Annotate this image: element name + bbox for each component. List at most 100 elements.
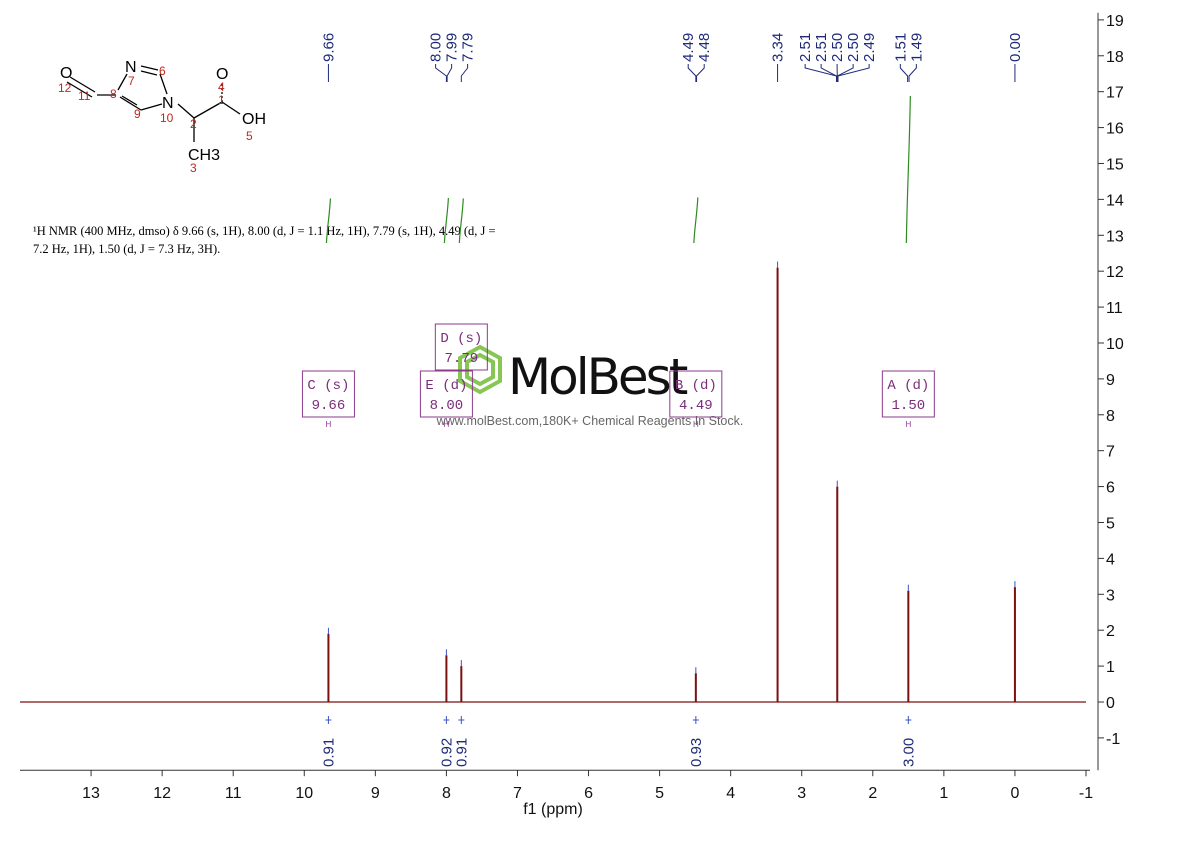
multiplet-marker: H (326, 420, 332, 429)
atom-number: 7 (128, 74, 135, 88)
y-tick-label: 2 (1106, 623, 1115, 640)
y-tick-label: 19 (1106, 13, 1124, 30)
peak-connector (460, 64, 469, 82)
atom-number: 8 (110, 87, 117, 101)
y-tick-label: 12 (1106, 264, 1124, 281)
multiplet-label: C (s) (307, 378, 349, 394)
atom-number: 6 (159, 64, 166, 78)
atom: CH3 (188, 147, 220, 164)
x-tick-label: 7 (513, 785, 522, 802)
multiplet-shift: 9.66 (312, 398, 346, 414)
atom-number: 1 (218, 93, 225, 107)
integral-curve (443, 197, 449, 244)
atom: OH (242, 111, 266, 128)
peak-label: 1.51 (892, 33, 909, 62)
y-tick-label: 17 (1106, 85, 1124, 102)
peak-label: 9.66 (320, 33, 337, 62)
y-tick-label: 13 (1106, 228, 1124, 245)
watermark-brand: MolBest (508, 348, 688, 406)
y-tick-label: 16 (1106, 121, 1124, 138)
multiplet-box (881, 370, 935, 418)
integral-label: 0.91 (320, 738, 337, 767)
multiplet-label: B (d) (675, 378, 717, 394)
peak-label: 3.34 (770, 33, 787, 62)
integral-curve (905, 95, 911, 244)
peak-connector (908, 64, 917, 82)
x-tick-label: 12 (153, 785, 171, 802)
multiplet-marker: H (905, 420, 911, 429)
y-tick-label: 7 (1106, 444, 1115, 461)
peak-label: 4.48 (696, 33, 713, 62)
x-tick-label: 1 (939, 785, 948, 802)
x-tick-label: 13 (82, 785, 100, 802)
nmr-description: 7.2 Hz, 1H), 1.50 (d, J = 7.3 Hz, 3H). (33, 242, 220, 256)
multiplet-shift: 1.50 (892, 398, 926, 414)
integral-curve (693, 197, 699, 244)
peak-label: 0.00 (1007, 33, 1024, 62)
integral-label: 0.92 (438, 738, 455, 767)
peak-connector (836, 64, 854, 82)
atom-number: 12 (58, 81, 72, 95)
atom-number: 3 (190, 161, 197, 175)
y-tick-label: 3 (1106, 587, 1115, 604)
integral-label: 0.93 (688, 738, 705, 767)
y-tick-label: 4 (1106, 551, 1115, 568)
peak-connector (899, 64, 909, 82)
atom: O (60, 65, 72, 82)
y-tick-label: 0 (1106, 695, 1115, 712)
peak-connector (435, 64, 447, 82)
peak-connector (696, 64, 705, 82)
watermark-logo (458, 344, 502, 395)
x-tick-label: 11 (225, 785, 242, 802)
peak-label: 4.49 (680, 33, 697, 62)
peak-connector (687, 64, 697, 82)
atom-number: 4 (218, 80, 225, 94)
multiplet-shift: 7.79 (445, 351, 479, 367)
y-tick-label: 10 (1106, 336, 1124, 353)
structure (66, 65, 241, 142)
peak-label: 2.49 (861, 33, 878, 62)
x-tick-label: 4 (726, 785, 735, 802)
peak-label: 7.99 (444, 33, 461, 62)
multiplet-box (669, 370, 723, 418)
y-tick-label: 14 (1106, 192, 1124, 209)
peak-label: 8.00 (428, 33, 445, 62)
multiplet-marker: H (693, 420, 699, 429)
peak-connector (446, 64, 453, 82)
x-tick-label: 0 (1010, 785, 1019, 802)
multiplet-shift: 4.49 (679, 398, 713, 414)
multiplet-label: D (s) (440, 331, 482, 347)
x-tick-label: 6 (584, 785, 593, 802)
atom: N (125, 59, 137, 76)
integral-curve (458, 198, 464, 244)
peak-connector (837, 64, 870, 82)
x-tick-label: 10 (295, 785, 313, 802)
atom: O (216, 66, 228, 83)
atom: N (162, 95, 174, 112)
peak-label: 2.51 (813, 33, 830, 62)
y-tick-label: 5 (1106, 515, 1115, 532)
multiplet-box (434, 323, 488, 371)
y-tick-label: 1 (1106, 659, 1115, 676)
peak-label: 2.50 (829, 33, 846, 62)
peak-label: 2.50 (845, 33, 862, 62)
multiplet-box (419, 370, 473, 418)
x-tick-label: -1 (1079, 785, 1093, 802)
x-tick-label: 5 (655, 785, 664, 802)
y-tick-label: 6 (1106, 480, 1115, 497)
atom-number: 5 (246, 129, 253, 143)
peak-connector (820, 64, 838, 82)
atom-number: 2 (190, 117, 197, 131)
peak-label: 2.51 (797, 33, 814, 62)
x-tick-label: 9 (371, 785, 380, 802)
integral-label: 3.00 (900, 738, 917, 767)
y-tick-label: 15 (1106, 156, 1124, 173)
peak-label: 7.79 (460, 33, 477, 62)
y-tick-label: 8 (1106, 408, 1115, 425)
multiplet-marker: H (444, 420, 450, 429)
y-tick-label: 9 (1106, 372, 1115, 389)
atom-number: 11 (78, 89, 91, 103)
y-tick-label: 18 (1106, 49, 1124, 66)
x-axis-label: f1 (ppm) (523, 801, 583, 818)
